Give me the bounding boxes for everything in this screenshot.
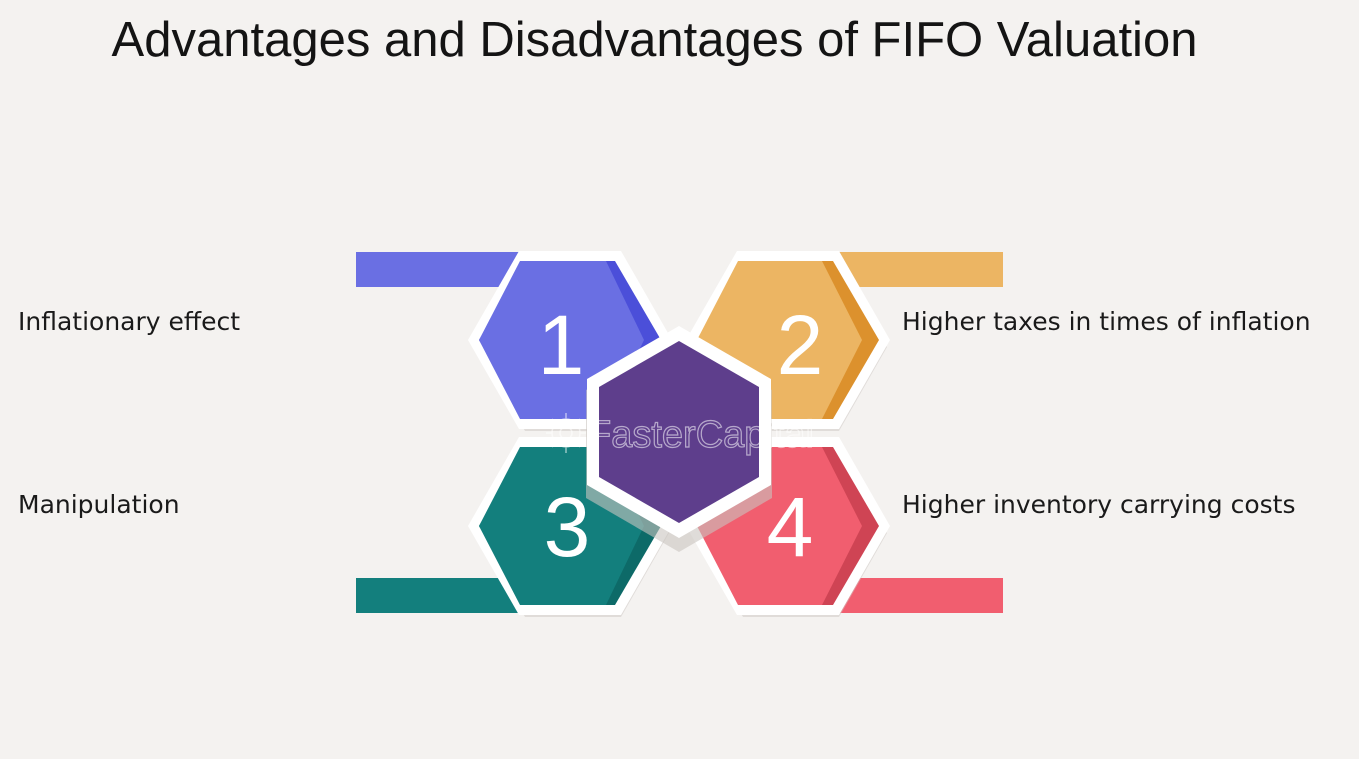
item-2-number: 2	[777, 298, 824, 392]
watermark-text: FasterCapital	[588, 414, 814, 456]
gear-icon	[546, 413, 586, 453]
item-3-number: 3	[544, 480, 591, 574]
watermark: FasterCapital	[546, 413, 815, 457]
item-4-label: Higher inventory carrying costs	[902, 490, 1296, 519]
item-1-number: 1	[538, 298, 585, 392]
item-1-label: Inflationary effect	[18, 307, 241, 336]
item-3-label: Manipulation	[18, 490, 180, 519]
center-hexagon-face	[599, 341, 759, 523]
center-hexagon	[586, 326, 772, 552]
item-2-label: Higher taxes in times of inflation	[902, 307, 1311, 336]
diagram-title: Advantages and Disadvantages of FIFO Val…	[111, 13, 1198, 67]
item-4-number: 4	[767, 480, 814, 574]
